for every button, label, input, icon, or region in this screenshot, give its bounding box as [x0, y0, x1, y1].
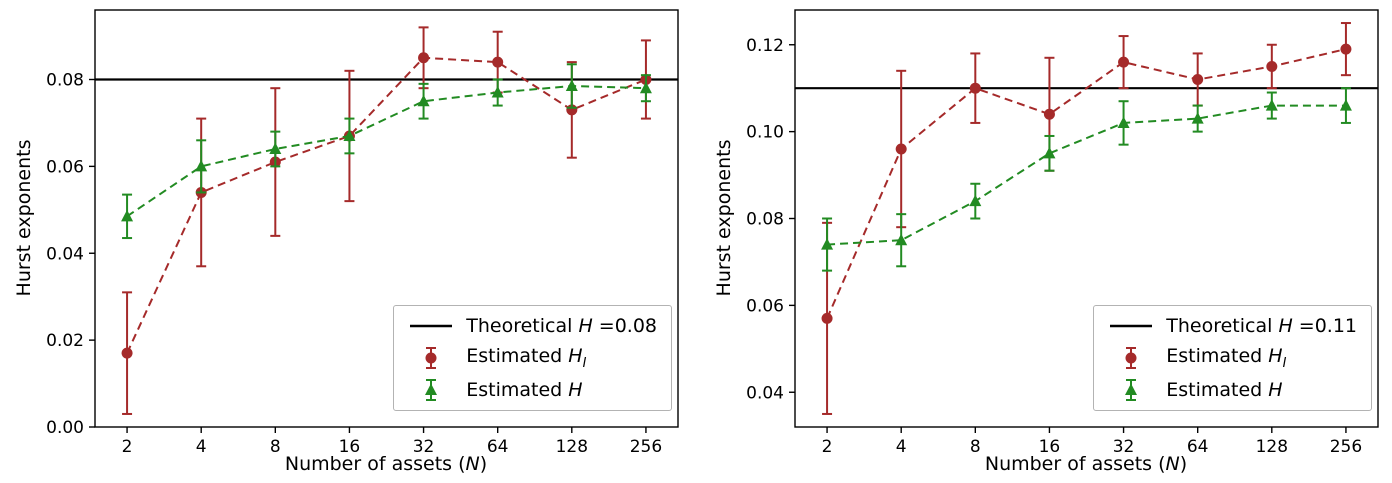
svg-text:0.06: 0.06 — [46, 157, 84, 177]
svg-text:32: 32 — [413, 437, 435, 457]
svg-text:256: 256 — [1330, 437, 1362, 457]
svg-text:4: 4 — [196, 437, 207, 457]
x-axis-label: Number of assets (N) — [985, 453, 1187, 475]
svg-text:0.08: 0.08 — [46, 71, 84, 91]
svg-text:2: 2 — [822, 437, 833, 457]
legend-label: Estimated HI — [1166, 345, 1287, 371]
legend-entry-estimated-h: Estimated H — [408, 378, 657, 402]
x-axis-label-var: N — [1165, 453, 1180, 475]
x-axis-label: Number of assets (N) — [285, 453, 487, 475]
svg-text:256: 256 — [630, 437, 662, 457]
svg-text:0.04: 0.04 — [746, 383, 784, 403]
svg-text:16: 16 — [339, 437, 361, 457]
legend-entry-theoretical: Theoretical H =0.11 — [1108, 314, 1357, 338]
svg-text:4: 4 — [896, 437, 907, 457]
svg-text:0.08: 0.08 — [746, 210, 784, 230]
legend-label: Estimated HI — [466, 345, 587, 371]
legend-circle-marker-sample — [1108, 346, 1154, 370]
svg-text:128: 128 — [556, 437, 588, 457]
svg-text:8: 8 — [970, 437, 981, 457]
legend-circle-marker-sample — [408, 346, 454, 370]
left-chart-figure: 0.00 0.02 0.04 0.06 0.08 2 4 8 16 32 64 128 256 Hurs… — [0, 0, 692, 483]
legend: Theoretical H =0.08 Estimated HI Estimat… — [393, 305, 672, 411]
legend-triangle-marker-sample — [1108, 378, 1154, 402]
legend-triangle-marker-sample — [408, 378, 454, 402]
x-axis-label-close: ) — [1179, 453, 1188, 475]
legend-label: Theoretical H =0.11 — [1166, 315, 1357, 338]
legend: Theoretical H =0.11 Estimated HI Estimat… — [1093, 305, 1372, 411]
svg-text:16: 16 — [1039, 437, 1061, 457]
x-axis-label-text: Number of assets ( — [984, 453, 1166, 475]
svg-text:0.10: 0.10 — [746, 123, 784, 143]
x-axis-label-text: Number of assets ( — [284, 453, 466, 475]
right-chart-figure: 0.04 0.06 0.08 0.10 0.12 2 4 8 16 32 64 128 256 Hurs… — [700, 0, 1392, 483]
svg-text:2: 2 — [122, 437, 133, 457]
x-axis-label-close: ) — [479, 453, 488, 475]
legend-entry-estimated-hi: Estimated HI — [1108, 345, 1357, 371]
y-axis-label: Hurst exponents — [13, 139, 35, 297]
legend-entry-theoretical: Theoretical H =0.08 — [408, 314, 657, 338]
legend-label: Estimated H — [1166, 379, 1283, 401]
svg-text:64: 64 — [487, 437, 509, 457]
svg-text:0.00: 0.00 — [46, 418, 84, 438]
y-axis-label: Hurst exponents — [713, 139, 735, 297]
legend-entry-estimated-h: Estimated H — [1108, 378, 1357, 402]
right-plot-canvas: 0.04 0.06 0.08 0.10 0.12 2 4 8 16 32 64 128 256 — [746, 9, 1379, 457]
legend-line-sample — [408, 314, 454, 338]
svg-text:0.12: 0.12 — [746, 36, 784, 56]
legend-label: Estimated H — [466, 379, 583, 401]
legend-label: Theoretical H =0.08 — [466, 315, 657, 338]
legend-line-sample — [1108, 314, 1154, 338]
x-axis-label-var: N — [465, 453, 480, 475]
svg-text:0.04: 0.04 — [46, 244, 84, 264]
svg-text:128: 128 — [1256, 437, 1288, 457]
left-plot-canvas: 0.00 0.02 0.04 0.06 0.08 2 4 8 16 32 64 128 256 — [46, 9, 679, 457]
svg-text:8: 8 — [270, 437, 281, 457]
legend-entry-estimated-hi: Estimated HI — [408, 345, 657, 371]
svg-text:0.02: 0.02 — [46, 331, 84, 351]
svg-text:64: 64 — [1187, 437, 1209, 457]
svg-text:0.06: 0.06 — [746, 296, 784, 316]
svg-text:32: 32 — [1113, 437, 1135, 457]
